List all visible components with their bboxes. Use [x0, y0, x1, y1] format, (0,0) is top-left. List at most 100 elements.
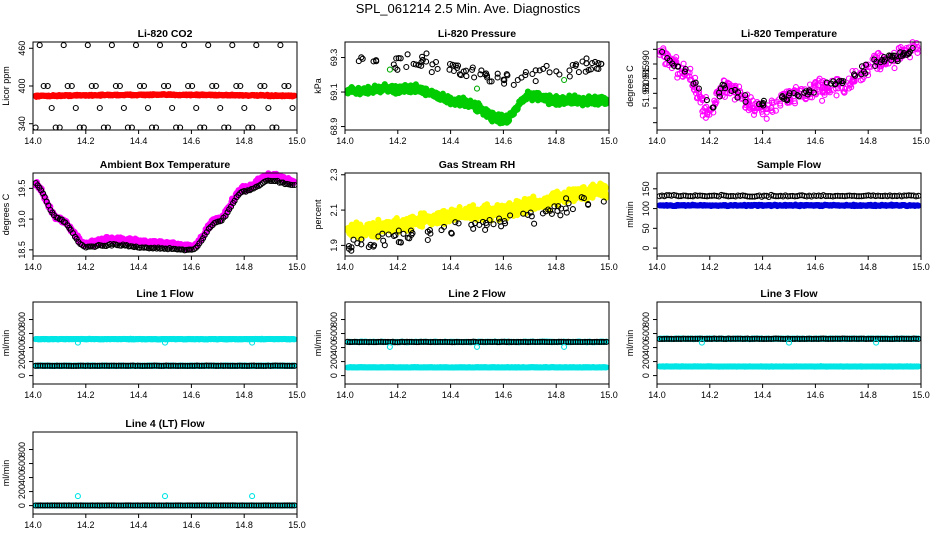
data-point: [209, 82, 216, 90]
data-point: [140, 82, 148, 90]
data-point: [257, 82, 264, 90]
x-tick-label: 14.4: [130, 262, 148, 272]
data-point: [404, 51, 411, 58]
data-point: [193, 104, 200, 112]
data-point: [566, 73, 573, 80]
x-tick-label: 14.0: [24, 390, 42, 400]
y-axis-label: degrees C: [1, 193, 11, 235]
data-point: [561, 76, 568, 84]
data-point: [482, 226, 489, 233]
data-point: [120, 104, 127, 112]
data-point: [569, 206, 576, 213]
x-tick-label: 15.0: [288, 136, 306, 146]
x-tick-label: 14.4: [442, 136, 460, 146]
y-tick-label: 460: [17, 41, 27, 56]
y-tick-label: 68.9: [329, 118, 339, 136]
data-point: [518, 74, 525, 81]
y-tick-label: 69.1: [329, 83, 339, 101]
data-point: [566, 67, 573, 74]
data-point: [36, 42, 43, 49]
x-tick-label: 14.8: [547, 262, 565, 272]
data-point: [473, 85, 481, 92]
data-point: [181, 42, 188, 49]
y-tick-label: 19.5: [17, 180, 27, 198]
data-point: [556, 71, 563, 78]
y-axis-label: degrees C: [625, 65, 635, 107]
data-point: [237, 82, 244, 90]
data-point: [380, 237, 387, 244]
series-pressure-green: [344, 81, 610, 127]
y-axis-label: percent: [313, 199, 323, 230]
plot-frame: [656, 172, 922, 257]
data-point: [169, 104, 176, 112]
y-tick-label: 340: [17, 116, 27, 131]
chart-title: Gas Stream RH: [439, 159, 515, 171]
data-point: [291, 92, 298, 99]
data-point: [289, 104, 296, 112]
data-point: [285, 82, 292, 90]
y-axis-label: Licor ppm: [1, 66, 11, 106]
x-tick-label: 14.4: [130, 136, 148, 146]
y-tick-label: 51.990: [641, 50, 651, 78]
x-tick-label: 14.0: [648, 136, 666, 146]
y-tick-label: 150: [641, 181, 651, 196]
y-tick-label: 18.5: [17, 241, 27, 259]
x-tick-label: 15.0: [288, 390, 306, 400]
data-point: [213, 82, 220, 90]
x-tick-label: 14.8: [235, 390, 253, 400]
data-point: [64, 82, 71, 90]
series-line1-cyan-high: [32, 335, 298, 343]
x-tick-label: 14.0: [24, 262, 42, 272]
data-point: [532, 78, 539, 85]
data-point: [72, 104, 79, 112]
x-tick-label: 15.0: [288, 262, 306, 272]
x-tick-label: 14.6: [183, 390, 201, 400]
data-point: [136, 82, 144, 90]
chart-title: Line 2 Flow: [448, 288, 506, 300]
x-tick-label: 14.6: [183, 136, 201, 146]
data-point: [575, 69, 582, 76]
data-point: [44, 82, 51, 90]
series-sample-flow-blue: [656, 201, 922, 210]
x-tick-label: 14.8: [859, 262, 877, 272]
series-co2-black: [32, 42, 296, 131]
data-point: [185, 82, 192, 90]
y-tick-label: 0: [17, 373, 27, 378]
x-tick-label: 14.0: [24, 136, 42, 146]
data-point: [116, 82, 123, 90]
data-point: [277, 42, 284, 49]
y-tick-label: 69.3: [329, 49, 339, 67]
data-point: [68, 82, 75, 90]
data-point: [589, 60, 596, 67]
y-tick-label: 200: [17, 354, 27, 369]
data-point: [403, 63, 410, 71]
x-tick-label: 14.2: [701, 262, 719, 272]
x-tick-label: 14.0: [336, 136, 354, 146]
data-point: [189, 82, 196, 90]
y-tick-label: 800: [17, 312, 27, 327]
y-tick-label: 1.9: [329, 239, 339, 252]
chart-title: Li-820 Temperature: [741, 28, 837, 40]
data-point: [583, 55, 590, 62]
x-tick-label: 14.8: [859, 136, 877, 146]
x-tick-label: 14.8: [547, 136, 565, 146]
chart-title: Line 1 Flow: [136, 288, 194, 300]
y-tick-label: 0: [641, 246, 651, 251]
data-point: [386, 66, 393, 73]
series-sample-flow-black: [656, 191, 922, 201]
data-point: [112, 82, 119, 90]
data-point: [160, 82, 168, 90]
y-tick-label: 2.1: [329, 204, 339, 217]
series-pressure-black: [355, 50, 605, 88]
data-point: [434, 65, 441, 72]
data-point: [891, 65, 898, 72]
data-point: [233, 82, 240, 90]
data-point: [602, 96, 610, 103]
data-point: [205, 42, 212, 49]
data-point: [763, 115, 770, 122]
